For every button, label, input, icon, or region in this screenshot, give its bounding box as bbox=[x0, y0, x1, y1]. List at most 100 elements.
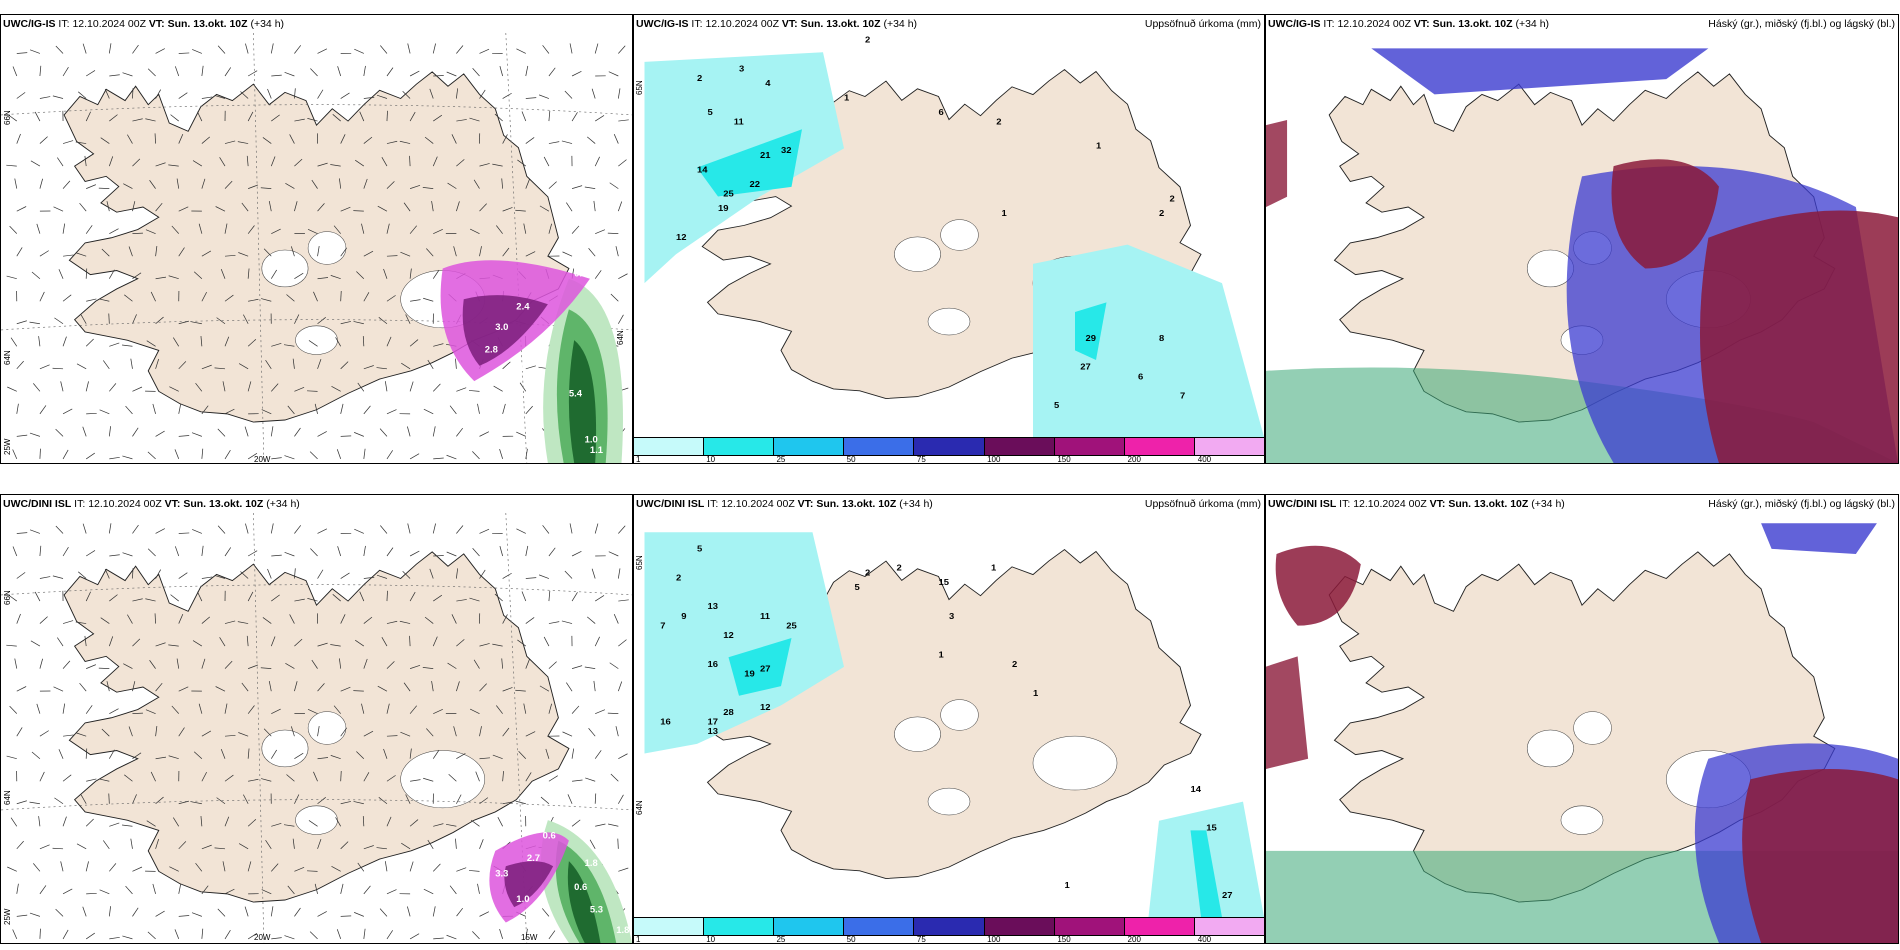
bottom-left-value-labels: 1.6 0.6 2.7 3.3 1.0 1.8 0.6 5.3 0.8 1.8 bbox=[453, 817, 629, 934]
colorbar-tick-label: 150 bbox=[1057, 455, 1071, 464]
it-label: IT: bbox=[707, 498, 719, 510]
value-label: 2.7 bbox=[527, 853, 540, 863]
value-label: 13 bbox=[708, 727, 719, 737]
map-panel-bottom-left: UWC/DINI ISL IT: 12.10.2024 00Z VT: Sun.… bbox=[0, 494, 633, 944]
value-label: 1 bbox=[1096, 141, 1101, 151]
panel-title: Uppsöfnuð úrkoma (mm) bbox=[1144, 498, 1261, 510]
map-area[interactable] bbox=[1266, 513, 1898, 943]
panel-title: Háský (gr.), miðský (fj.bl.) og lágský (… bbox=[1708, 498, 1895, 510]
axis-label: 20W bbox=[254, 933, 271, 942]
colorbar-swatch bbox=[984, 438, 1055, 455]
colorbar-tick-label: 25 bbox=[776, 935, 786, 944]
map-area[interactable]: 5 2 7 9 13 12 16 27 25 11 19 28 12 17 16 13 2 5 2 15 3 1 2 1 1 14… bbox=[634, 513, 1264, 917]
vt-label: VT: bbox=[148, 18, 165, 30]
colorbar-swatch bbox=[704, 438, 775, 455]
it-value: 12.10.2024 00Z bbox=[1353, 498, 1427, 510]
axis-label: 25W bbox=[3, 438, 12, 455]
value-label: 2 bbox=[676, 573, 681, 583]
model-name: UWC/DINI ISL bbox=[636, 498, 705, 510]
value-label: 16 bbox=[660, 717, 671, 727]
value-label: 12 bbox=[676, 232, 687, 242]
value-label: 2 bbox=[996, 117, 1001, 127]
map-area[interactable]: 0.5 2.4 3.0 0.4 2.8 4.1 5.4 1.0 1.1 0.3 bbox=[1, 33, 632, 463]
map-canvas bbox=[1266, 523, 1898, 943]
precip-west-light bbox=[644, 532, 844, 754]
value-label: 2 bbox=[1012, 659, 1017, 669]
value-label: 17 bbox=[708, 717, 719, 727]
colorbar-swatch bbox=[844, 918, 915, 935]
map-panel-top-left: UWC/IG-IS IT: 12.10.2024 00Z VT: Sun. 13… bbox=[0, 14, 633, 464]
colorbar-swatch bbox=[1194, 918, 1264, 935]
precip-purple-core bbox=[504, 861, 554, 908]
model-name: UWC/DINI ISL bbox=[1268, 498, 1337, 510]
axis-label: 15W bbox=[521, 933, 538, 942]
glacier-patches bbox=[894, 699, 1118, 816]
map-canvas: 0.5 2.4 3.0 0.4 2.8 4.1 5.4 1.01.1 0.3 bbox=[1, 33, 632, 463]
value-label: 1.8 bbox=[616, 925, 629, 935]
lead-time: (+34 h) bbox=[266, 498, 300, 510]
vt-label: VT: bbox=[797, 498, 814, 510]
value-label: 1.0 bbox=[516, 894, 529, 904]
map-area[interactable] bbox=[1266, 33, 1898, 463]
value-label: 0.6 bbox=[574, 882, 587, 892]
it-value: 12.10.2024 00Z bbox=[72, 18, 146, 30]
model-name: UWC/DINI ISL bbox=[3, 498, 72, 510]
value-label: 3 bbox=[739, 64, 744, 74]
value-label: 9 bbox=[681, 611, 686, 621]
value-label: 7 bbox=[660, 621, 665, 631]
lead-time: (+34 h) bbox=[1515, 18, 1550, 30]
value-label: 1 bbox=[991, 563, 996, 573]
value-label: 1.0 bbox=[585, 435, 598, 445]
value-label: 6 bbox=[939, 107, 944, 117]
value-label: 7 bbox=[1180, 391, 1185, 401]
colorbar-swatch bbox=[634, 438, 705, 455]
value-label: 15 bbox=[939, 578, 950, 588]
value-label: 2.8 bbox=[485, 345, 498, 355]
bottom-left-wind-barbs bbox=[6, 523, 629, 940]
colorbar-swatch bbox=[844, 438, 915, 455]
it-value: 12.10.2024 00Z bbox=[88, 498, 162, 510]
axis-label: 64N bbox=[3, 350, 12, 365]
colorbar-tick-label: 75 bbox=[916, 935, 926, 944]
map-panel-bottom-right: UWC/DINI ISL IT: 12.10.2024 00Z VT: Sun.… bbox=[1265, 494, 1899, 944]
it-value: 12.10.2024 00Z bbox=[1337, 18, 1411, 30]
value-label: 21 bbox=[760, 150, 771, 160]
value-label: 0.6 bbox=[543, 831, 556, 841]
value-label: 13 bbox=[708, 602, 719, 612]
value-label: 2 bbox=[697, 73, 702, 83]
map-area[interactable]: 1.6 0.6 2.7 3.3 1.0 1.8 0.6 5.3 0.8 1.8 bbox=[1, 513, 632, 943]
colorbar-tick-label: 400 bbox=[1197, 935, 1212, 944]
value-label: 3 bbox=[949, 611, 954, 621]
model-name: UWC/IG-IS bbox=[1268, 18, 1321, 30]
panel-title: Uppsöfnuð úrkoma (mm) bbox=[1144, 18, 1261, 30]
panel-title: Háský (gr.), miðský (fj.bl.) og lágský (… bbox=[1708, 18, 1895, 30]
value-label: 3.3 bbox=[495, 869, 508, 879]
colorbar-swatch bbox=[774, 438, 845, 455]
value-label: 0.5 bbox=[574, 269, 587, 279]
colorbar-tick-label: 75 bbox=[916, 455, 926, 464]
value-label: 5 bbox=[1054, 401, 1059, 411]
it-label: IT: bbox=[74, 498, 86, 510]
precip-purple-core bbox=[462, 295, 548, 366]
axis-label: 64N bbox=[3, 790, 12, 805]
value-label: 1.8 bbox=[585, 858, 598, 868]
value-label: 15 bbox=[1206, 823, 1217, 833]
value-label: 2 bbox=[1159, 208, 1164, 218]
panel-header: UWC/IG-IS IT: 12.10.2024 00Z VT: Sun. 13… bbox=[1, 15, 632, 33]
value-label: 32 bbox=[781, 146, 792, 156]
axis-label: 20W bbox=[254, 455, 271, 464]
value-label: 19 bbox=[718, 203, 729, 213]
vt-label: VT: bbox=[164, 498, 181, 510]
panel-header: UWC/DINI ISL IT: 12.10.2024 00Z VT: Sun.… bbox=[1, 495, 632, 513]
value-label: 25 bbox=[723, 189, 734, 199]
map-area[interactable]: 2 3 4 5 11 12 14 19 21 22 25 32 1 6 2 1 1 2 29 27 8 6 7 5 2 2 bbox=[634, 33, 1264, 437]
value-label: 5.3 bbox=[590, 904, 603, 914]
value-label: 27 bbox=[1222, 890, 1233, 900]
mid-cloud-north bbox=[1611, 159, 1719, 269]
map-canvas: 1.6 0.6 2.7 3.3 1.0 1.8 0.6 5.3 0.8 1.8 bbox=[1, 513, 632, 943]
it-value: 12.10.2024 00Z bbox=[721, 498, 795, 510]
map-panel-top-right: UWC/IG-IS IT: 12.10.2024 00Z VT: Sun. 13… bbox=[1265, 14, 1899, 464]
it-label: IT: bbox=[58, 18, 70, 30]
panel-header: UWC/IG-IS IT: 12.10.2024 00Z VT: Sun. 13… bbox=[634, 15, 1264, 33]
map-canvas: 5279131216272511192812171613252153121114… bbox=[644, 532, 1264, 917]
